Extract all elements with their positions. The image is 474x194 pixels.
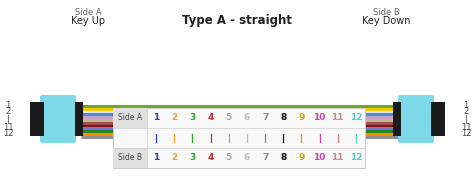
Text: 2: 2 (171, 113, 177, 122)
Bar (113, 148, 147, 168)
Text: 9: 9 (298, 153, 305, 163)
Bar (393, 102, 401, 136)
Bar (431, 102, 445, 136)
Text: 3: 3 (189, 153, 196, 163)
Text: 11: 11 (331, 153, 344, 163)
Text: 11: 11 (461, 122, 471, 132)
Text: 5: 5 (226, 113, 232, 122)
Text: |: | (465, 115, 467, 125)
Text: 12: 12 (350, 153, 362, 163)
Text: Key Down: Key Down (362, 16, 410, 26)
Text: Side B: Side B (118, 153, 142, 163)
FancyBboxPatch shape (40, 95, 76, 143)
Text: 11: 11 (3, 122, 13, 132)
Text: 7: 7 (262, 113, 268, 122)
Text: 2: 2 (171, 153, 177, 163)
Text: 3: 3 (189, 113, 196, 122)
Text: 10: 10 (313, 153, 326, 163)
Text: 12: 12 (350, 113, 362, 122)
Text: Type A - straight: Type A - straight (182, 14, 292, 27)
Text: 7: 7 (262, 153, 268, 163)
Bar (30, 102, 44, 136)
Bar (113, 108, 147, 128)
Text: Side B: Side B (373, 8, 400, 17)
Text: 2: 2 (464, 107, 469, 117)
Text: 8: 8 (280, 113, 286, 122)
Text: 12: 12 (461, 128, 471, 138)
Text: 1: 1 (153, 153, 159, 163)
Text: |: | (7, 115, 9, 125)
Text: 1: 1 (153, 113, 159, 122)
Text: 9: 9 (298, 113, 305, 122)
Text: 4: 4 (208, 113, 214, 122)
Text: 2: 2 (5, 107, 10, 117)
Text: 12: 12 (3, 128, 13, 138)
Text: 4: 4 (208, 153, 214, 163)
Text: Side A: Side A (118, 113, 142, 122)
Text: 1: 1 (5, 100, 10, 109)
Text: 5: 5 (226, 153, 232, 163)
Text: 8: 8 (280, 153, 286, 163)
Text: 6: 6 (244, 113, 250, 122)
Text: 1: 1 (464, 100, 469, 109)
Bar (75, 102, 83, 136)
Text: Side A: Side A (75, 8, 101, 17)
FancyBboxPatch shape (398, 95, 434, 143)
Text: Key Up: Key Up (71, 16, 105, 26)
Bar (113, 108, 365, 168)
Text: 11: 11 (331, 113, 344, 122)
Text: 10: 10 (313, 113, 326, 122)
Text: 6: 6 (244, 153, 250, 163)
